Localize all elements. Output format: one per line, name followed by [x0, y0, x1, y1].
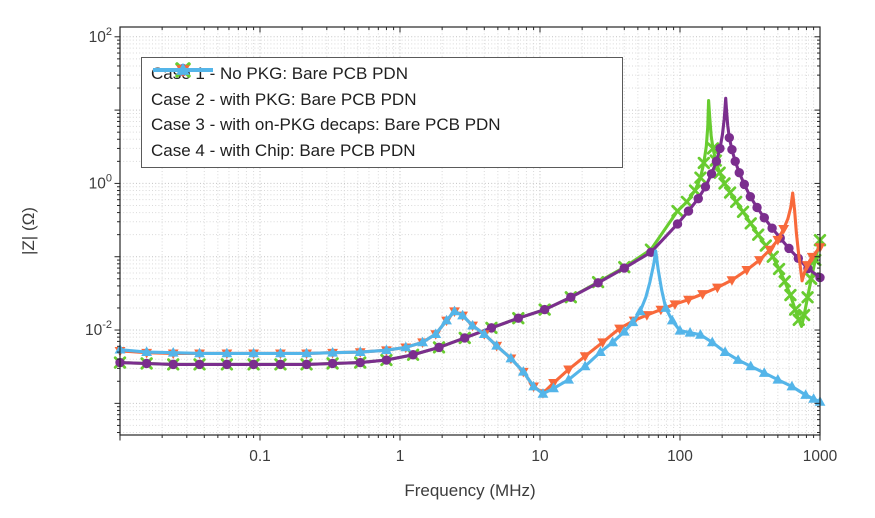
legend-item-case-3: Case 3 - with on-PKG decaps: Bare PCB PD…	[142, 65, 622, 138]
svg-text:10: 10	[531, 448, 549, 465]
legend: Case 1 - No PKG: Bare PCB PDN Case 2 - w…	[141, 57, 623, 168]
legend-item-case-4: Case 4 - with Chip: Bare PCB PDN	[142, 62, 622, 164]
svg-text:1000: 1000	[803, 448, 838, 465]
svg-text:100: 100	[89, 172, 112, 192]
svg-text:102: 102	[89, 26, 112, 46]
x-axis-label: Frequency (MHz)	[404, 481, 536, 500]
legend-label-case-2: Case 2 - with PKG: Bare PCB PDN	[151, 89, 417, 109]
legend-item-case-2: Case 2 - with PKG: Bare PCB PDN	[142, 62, 622, 112]
svg-text:1: 1	[396, 448, 405, 465]
svg-text:100: 100	[667, 448, 693, 465]
svg-text:10-2: 10-2	[85, 319, 112, 339]
legend-label-case-1: Case 1 - No PKG: Bare PCB PDN	[151, 63, 408, 83]
legend-label-case-3: Case 3 - with on-PKG decaps: Bare PCB PD…	[151, 115, 501, 135]
y-axis-label: |Z| (Ω)	[19, 207, 38, 255]
legend-line-triangle-up-icon	[153, 62, 213, 75]
legend-label-case-4: Case 4 - with Chip: Bare PCB PDN	[151, 141, 416, 161]
svg-text:0.1: 0.1	[249, 448, 271, 465]
